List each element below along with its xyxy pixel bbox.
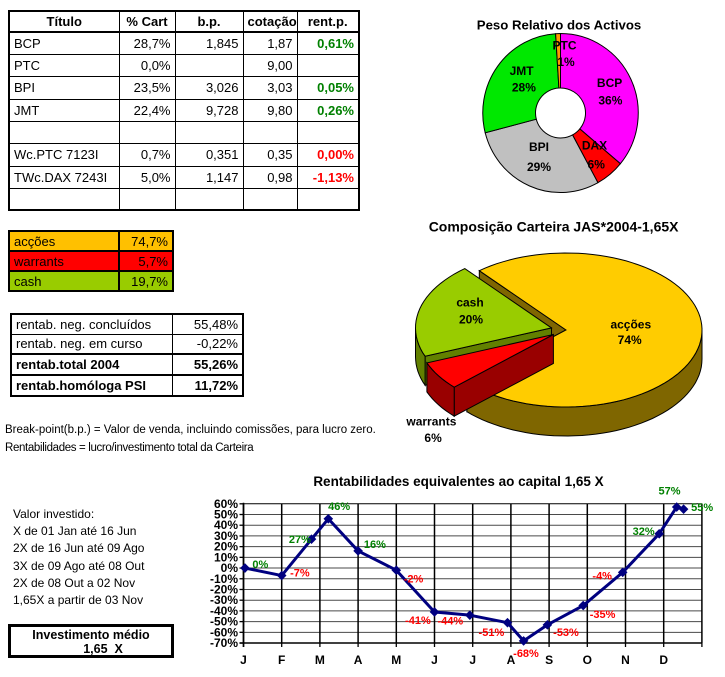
svg-text:-50%: -50% — [210, 615, 238, 629]
svg-text:29%: 29% — [527, 160, 551, 174]
svg-text:-68%: -68% — [513, 648, 539, 660]
svg-text:J: J — [240, 653, 247, 667]
svg-text:40%: 40% — [214, 518, 238, 532]
svg-text:DAX: DAX — [582, 139, 607, 153]
svg-text:0%: 0% — [221, 561, 239, 575]
svg-text:N: N — [621, 653, 630, 667]
svg-text:-41%: -41% — [405, 615, 431, 627]
svg-text:27%: 27% — [289, 534, 311, 546]
svg-text:O: O — [583, 653, 592, 667]
svg-text:28%: 28% — [512, 81, 536, 95]
svg-text:-7%: -7% — [290, 567, 310, 579]
svg-text:6%: 6% — [424, 431, 442, 445]
svg-text:20%: 20% — [459, 313, 483, 327]
svg-text:10%: 10% — [214, 550, 238, 564]
svg-text:S: S — [545, 653, 553, 667]
svg-text:74%: 74% — [618, 333, 642, 347]
svg-text:20%: 20% — [214, 540, 238, 554]
svg-text:1%: 1% — [557, 55, 575, 69]
svg-text:-35%: -35% — [590, 609, 616, 621]
svg-text:-51%: -51% — [479, 627, 505, 639]
svg-text:-20%: -20% — [210, 583, 238, 597]
svg-text:55%: 55% — [691, 502, 713, 514]
svg-text:50%: 50% — [214, 508, 238, 522]
svg-text:-2%: -2% — [404, 574, 424, 586]
svg-text:Rentabilidades equivalentes ao: Rentabilidades equivalentes ao capital 1… — [313, 474, 603, 489]
svg-text:-30%: -30% — [210, 593, 238, 607]
svg-text:warrants: warrants — [405, 415, 456, 429]
svg-text:-44%: -44% — [437, 616, 463, 628]
svg-text:32%: 32% — [633, 526, 655, 538]
svg-text:acções: acções — [610, 318, 651, 332]
svg-text:0%: 0% — [252, 559, 268, 571]
svg-text:Peso Relativo dos Activos: Peso Relativo dos Activos — [477, 18, 641, 33]
svg-text:JMT: JMT — [510, 64, 535, 78]
svg-text:-4%: -4% — [592, 570, 612, 582]
svg-text:J: J — [469, 653, 476, 667]
svg-text:36%: 36% — [598, 93, 622, 107]
svg-text:A: A — [507, 653, 516, 667]
svg-text:J: J — [431, 653, 438, 667]
svg-text:-53%: -53% — [553, 627, 579, 639]
svg-text:M: M — [315, 653, 325, 667]
svg-text:16%: 16% — [364, 539, 386, 551]
svg-text:BCP: BCP — [597, 76, 622, 90]
svg-text:cash: cash — [456, 296, 483, 310]
svg-text:60%: 60% — [214, 497, 238, 511]
svg-text:6%: 6% — [588, 158, 606, 172]
svg-text:Composição Carteira JAS*2004-1: Composição Carteira JAS*2004-1,65X — [429, 219, 679, 235]
svg-text:-60%: -60% — [210, 625, 238, 639]
svg-text:M: M — [391, 653, 401, 667]
svg-text:F: F — [278, 653, 285, 667]
svg-text:D: D — [659, 653, 668, 667]
svg-text:30%: 30% — [214, 529, 238, 543]
svg-text:A: A — [354, 653, 363, 667]
svg-text:57%: 57% — [658, 486, 680, 498]
svg-text:-70%: -70% — [210, 636, 238, 650]
svg-text:-40%: -40% — [210, 604, 238, 618]
svg-text:PTC: PTC — [553, 39, 577, 53]
svg-text:-10%: -10% — [210, 572, 238, 586]
svg-text:BPI: BPI — [529, 140, 549, 154]
svg-text:46%: 46% — [328, 501, 350, 513]
